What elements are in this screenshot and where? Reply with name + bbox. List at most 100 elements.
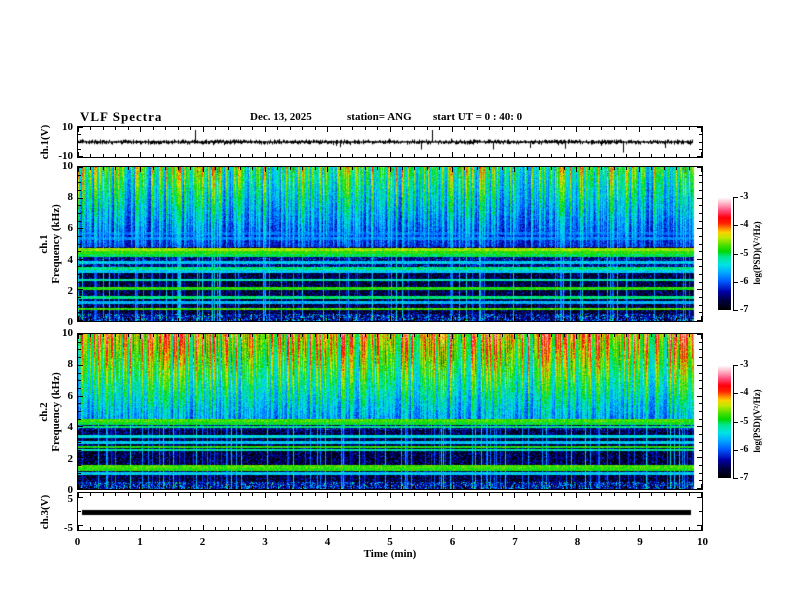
ch1-frequency-axis-label: ch.1 Frequency (kHz) xyxy=(38,204,62,284)
axis-tick xyxy=(315,167,316,170)
axis-tick xyxy=(589,334,590,337)
axis-tick xyxy=(327,167,328,172)
axis-tick xyxy=(78,419,81,420)
colorbar-tick-label: -5 xyxy=(740,247,749,259)
axis-tick xyxy=(190,318,191,321)
axis-tick xyxy=(78,403,81,404)
axis-tick xyxy=(402,493,403,496)
axis-tick xyxy=(365,334,366,337)
axis-tick xyxy=(327,127,328,132)
axis-tick xyxy=(564,493,565,496)
axis-tick xyxy=(489,318,490,321)
axis-tick xyxy=(464,318,465,321)
axis-tick xyxy=(689,486,690,489)
axis-tick xyxy=(733,282,738,283)
axis-tick xyxy=(514,525,515,530)
colorbar-tick-label: -3 xyxy=(740,359,749,370)
axis-tick xyxy=(240,486,241,489)
axis-tick xyxy=(697,259,702,260)
axis-tick xyxy=(78,434,81,435)
axis-tick xyxy=(78,525,79,530)
axis-tick xyxy=(203,152,204,157)
axis-tick xyxy=(676,493,677,496)
axis-tick xyxy=(78,142,81,143)
axis-tick xyxy=(165,493,166,496)
axis-tick xyxy=(502,486,503,489)
ch1-axis-label-line2: Frequency (kHz) xyxy=(50,204,62,284)
axis-tick xyxy=(103,527,104,530)
axis-tick xyxy=(626,154,627,157)
axis-tick xyxy=(178,493,179,496)
axis-tick xyxy=(78,289,83,290)
axis-tick xyxy=(315,486,316,489)
axis-tick xyxy=(140,127,141,132)
axis-tick xyxy=(302,493,303,496)
axis-tick xyxy=(78,127,83,128)
y-tick-label: 6 xyxy=(67,222,74,235)
axis-tick xyxy=(427,167,428,170)
axis-tick xyxy=(78,305,81,306)
axis-tick xyxy=(128,167,129,170)
ch2-spectrogram-panel xyxy=(77,333,703,490)
axis-tick xyxy=(352,318,353,321)
axis-tick xyxy=(215,334,216,337)
axis-tick xyxy=(697,426,702,427)
station-label: station= ANG xyxy=(347,111,412,123)
axis-tick xyxy=(290,334,291,337)
axis-tick xyxy=(697,457,702,458)
axis-tick xyxy=(601,334,602,337)
axis-tick xyxy=(699,473,702,474)
axis-tick xyxy=(699,305,702,306)
axis-tick xyxy=(639,127,640,132)
axis-tick xyxy=(90,493,91,496)
axis-tick xyxy=(452,525,453,530)
axis-tick xyxy=(265,484,266,489)
axis-tick xyxy=(340,127,341,130)
axis-tick xyxy=(352,334,353,337)
axis-tick xyxy=(78,221,81,222)
axis-tick xyxy=(402,318,403,321)
axis-tick xyxy=(402,527,403,530)
axis-tick xyxy=(452,484,453,489)
axis-tick xyxy=(78,334,79,339)
axis-tick xyxy=(697,167,702,168)
axis-tick xyxy=(78,236,81,237)
axis-tick xyxy=(414,127,415,130)
axis-tick xyxy=(90,318,91,321)
axis-tick xyxy=(527,334,528,337)
ch1-colorbar xyxy=(718,197,731,310)
axis-tick xyxy=(639,316,640,321)
axis-tick xyxy=(377,493,378,496)
axis-tick xyxy=(689,318,690,321)
axis-tick xyxy=(697,365,702,366)
axis-tick xyxy=(140,493,141,498)
axis-tick xyxy=(699,182,702,183)
axis-tick xyxy=(390,167,391,172)
axis-tick xyxy=(589,127,590,130)
axis-tick xyxy=(651,527,652,530)
axis-tick xyxy=(240,493,241,496)
axis-tick xyxy=(165,334,166,337)
axis-tick xyxy=(699,297,702,298)
axis-tick xyxy=(78,175,81,176)
axis-tick xyxy=(427,493,428,496)
axis-tick xyxy=(140,484,141,489)
axis-tick xyxy=(527,127,528,130)
axis-tick xyxy=(477,527,478,530)
axis-tick xyxy=(427,318,428,321)
axis-tick xyxy=(514,316,515,321)
axis-tick xyxy=(365,127,366,130)
axis-tick xyxy=(626,527,627,530)
y-tick-label: 10 xyxy=(62,120,73,133)
axis-tick xyxy=(651,493,652,496)
axis-tick xyxy=(103,318,104,321)
axis-tick xyxy=(252,167,253,170)
axis-tick xyxy=(153,527,154,530)
axis-tick xyxy=(153,318,154,321)
axis-tick xyxy=(78,228,83,229)
axis-tick xyxy=(78,282,81,283)
axis-tick xyxy=(140,167,141,172)
axis-tick xyxy=(78,373,81,374)
axis-tick xyxy=(699,419,702,420)
axis-tick xyxy=(265,167,266,172)
